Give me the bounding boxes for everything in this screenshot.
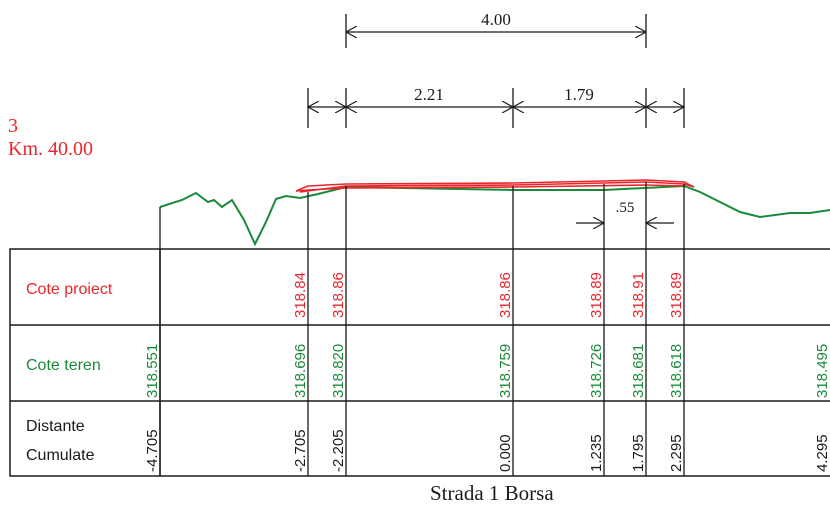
terrain-elevation: 318.726 <box>588 344 605 398</box>
project-elevation: 318.84 <box>292 272 309 318</box>
project-elevation: 318.89 <box>588 272 605 318</box>
terrain-elevation: 318.820 <box>330 344 347 398</box>
cumulative-distance: 0.000 <box>497 434 514 472</box>
section-caption: Strada 1 Borsa <box>430 481 554 505</box>
row-label-distance-1: Distante <box>26 418 85 435</box>
terrain-elevation: 318.681 <box>630 344 647 398</box>
project-elevation: 318.91 <box>630 272 647 318</box>
row-label-terrain: Cote teren <box>26 357 101 374</box>
row-label-distance-2: Cumulate <box>26 447 95 464</box>
cumulative-distance: -4.705 <box>144 429 161 472</box>
station-lines <box>159 182 685 476</box>
dimension-left-label: 2.21 <box>414 85 444 104</box>
row-label-project: Cote proiect <box>26 281 113 298</box>
project-elevation: 318.86 <box>330 272 347 318</box>
section-number: 3 <box>8 115 18 137</box>
column-values: 318.551 -4.705 318.84 318.696 -2.705 318.86 31… <box>144 272 830 472</box>
cumulative-distance: 2.295 <box>668 434 685 472</box>
terrain-elevation: 318.551 <box>144 344 161 398</box>
dimension-right-label: 1.79 <box>564 85 594 104</box>
dimension-small-label: .55 <box>616 200 635 216</box>
dimension-chain: 2.21 1.79 <box>308 85 684 128</box>
section-km: Km. 40.00 <box>8 138 93 160</box>
data-table-grid <box>9 248 830 477</box>
dimension-total-label: 4.00 <box>481 10 511 29</box>
dimension-total: 4.00 <box>346 10 646 48</box>
terrain-elevation: 318.759 <box>497 344 514 398</box>
cumulative-distance: 1.235 <box>588 434 605 472</box>
dimension-small: .55 <box>576 200 674 223</box>
terrain-line <box>159 184 830 247</box>
cumulative-distance: 4.295 <box>814 434 830 472</box>
cumulative-distance: -2.205 <box>330 429 347 472</box>
terrain-elevation: 318.618 <box>668 344 685 398</box>
project-elevation: 318.89 <box>668 272 685 318</box>
terrain-elevation: 318.495 <box>814 344 830 398</box>
terrain-elevation: 318.696 <box>292 344 309 398</box>
cumulative-distance: 1.795 <box>630 434 647 472</box>
cumulative-distance: -2.705 <box>292 429 309 472</box>
project-elevation: 318.86 <box>497 272 514 318</box>
